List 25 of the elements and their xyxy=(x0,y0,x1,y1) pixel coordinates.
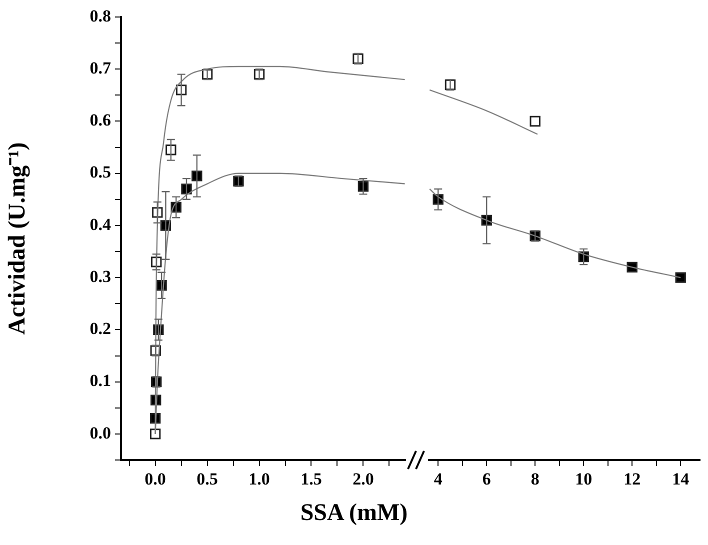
x-tick-label: 0.5 xyxy=(196,470,218,489)
y-tick-label: 0.0 xyxy=(90,423,111,442)
y-tick-label: 0.7 xyxy=(90,58,112,78)
point xyxy=(675,272,686,283)
x-tick-label: 1.0 xyxy=(248,470,270,489)
x-tick-label: 6 xyxy=(482,470,491,489)
x-tick-label: 8 xyxy=(530,470,540,489)
y-tick-label: 0.2 xyxy=(90,319,111,338)
y-tick-label: 0.1 xyxy=(90,371,111,390)
point xyxy=(150,428,161,440)
x-tick-label: 0.0 xyxy=(144,470,166,489)
x-tick-label: 2.0 xyxy=(352,470,374,489)
x-tick-label: 4 xyxy=(434,470,443,489)
y-tick-label: 0.5 xyxy=(90,162,111,182)
y-tick-label: 0.3 xyxy=(90,266,111,286)
point xyxy=(530,116,540,127)
y-tick-label: 0.4 xyxy=(90,214,112,234)
x-tick-label: 10 xyxy=(575,470,592,489)
x-axis-title: SSA (mM) xyxy=(299,500,409,527)
x-tick-label: 1.5 xyxy=(300,470,322,489)
x-tick-label: 14 xyxy=(672,470,690,489)
x-tick-label: 12 xyxy=(624,470,641,489)
y-axis-title: Actividad (U.mg⁻¹) xyxy=(4,142,31,335)
y-tick-label: 0.8 xyxy=(90,6,111,26)
y-tick-label: 0.6 xyxy=(90,110,111,130)
